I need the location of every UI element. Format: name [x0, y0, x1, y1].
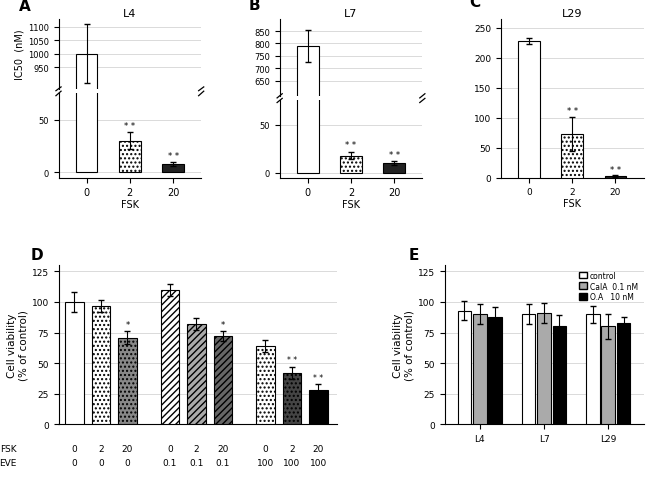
Bar	[604, 177, 626, 178]
Bar	[76, 0, 98, 173]
Bar	[76, 55, 98, 324]
Bar	[309, 390, 328, 425]
Y-axis label: Cell viability
(% of control): Cell viability (% of control)	[393, 310, 415, 381]
Text: * *: * *	[567, 106, 578, 116]
Bar	[473, 315, 487, 425]
Text: * *: * *	[313, 373, 324, 382]
Text: 0: 0	[125, 458, 131, 467]
Text: 100: 100	[283, 458, 300, 467]
Text: * *: * *	[168, 151, 179, 161]
Text: *: *	[125, 320, 129, 329]
Legend: control, CalA  0.1 nM, O.A   10 nM: control, CalA 0.1 nM, O.A 10 nM	[577, 269, 640, 304]
Bar	[384, 241, 405, 244]
Bar	[552, 327, 566, 425]
Text: 0.1: 0.1	[162, 458, 177, 467]
Text: * *: * *	[389, 151, 400, 160]
Text: 0: 0	[98, 458, 104, 467]
Bar	[65, 303, 84, 425]
Text: EVE: EVE	[0, 458, 17, 467]
Text: * *: * *	[610, 165, 621, 174]
Text: 2: 2	[98, 444, 104, 453]
Text: 100: 100	[310, 458, 327, 467]
X-axis label: FSK: FSK	[563, 199, 581, 208]
Bar	[297, 0, 318, 174]
Bar	[214, 337, 232, 425]
Bar	[617, 323, 630, 425]
Text: * *: * *	[124, 122, 135, 131]
Bar	[119, 142, 140, 173]
Y-axis label: IC50  (nM): IC50 (nM)	[15, 29, 25, 80]
Bar	[162, 164, 184, 173]
Bar	[458, 311, 471, 425]
Bar	[340, 156, 362, 174]
Title: L29: L29	[562, 9, 582, 19]
Bar	[488, 317, 502, 425]
Text: * *: * *	[345, 141, 357, 149]
Bar	[187, 325, 206, 425]
Text: 0: 0	[72, 458, 77, 467]
Bar	[119, 316, 140, 324]
Title: L4: L4	[123, 9, 136, 19]
Bar	[586, 315, 599, 425]
Text: 0: 0	[72, 444, 77, 453]
Bar	[162, 322, 184, 324]
Y-axis label: Cell viability
(% of control): Cell viability (% of control)	[7, 310, 29, 381]
Bar	[161, 290, 179, 425]
Bar	[283, 373, 301, 425]
Bar	[562, 135, 583, 178]
Text: E: E	[409, 247, 419, 263]
Bar	[384, 164, 405, 174]
Text: * *: * *	[287, 356, 297, 365]
Text: 20: 20	[313, 444, 324, 453]
Text: 100: 100	[257, 458, 274, 467]
Text: D: D	[31, 247, 44, 263]
Bar	[297, 47, 318, 244]
Text: 20: 20	[122, 444, 133, 453]
Text: 0.1: 0.1	[216, 458, 230, 467]
Bar	[522, 315, 536, 425]
Bar	[92, 306, 110, 425]
Bar	[340, 239, 362, 244]
Bar	[118, 338, 136, 425]
Text: A: A	[19, 0, 31, 14]
Title: L7: L7	[344, 9, 358, 19]
Text: 2: 2	[289, 444, 295, 453]
Text: FSK: FSK	[0, 444, 17, 453]
Text: B: B	[248, 0, 260, 13]
Text: *: *	[221, 320, 225, 329]
X-axis label: FSK: FSK	[121, 200, 139, 209]
Bar	[601, 327, 615, 425]
Text: 2: 2	[194, 444, 200, 453]
Text: 20: 20	[217, 444, 229, 453]
Text: 0: 0	[167, 444, 173, 453]
Text: C: C	[469, 0, 480, 10]
Bar	[256, 346, 275, 425]
Text: 0.1: 0.1	[189, 458, 203, 467]
X-axis label: FSK: FSK	[342, 200, 360, 209]
Bar	[538, 313, 551, 425]
Bar	[518, 41, 540, 178]
Text: 0: 0	[263, 444, 268, 453]
